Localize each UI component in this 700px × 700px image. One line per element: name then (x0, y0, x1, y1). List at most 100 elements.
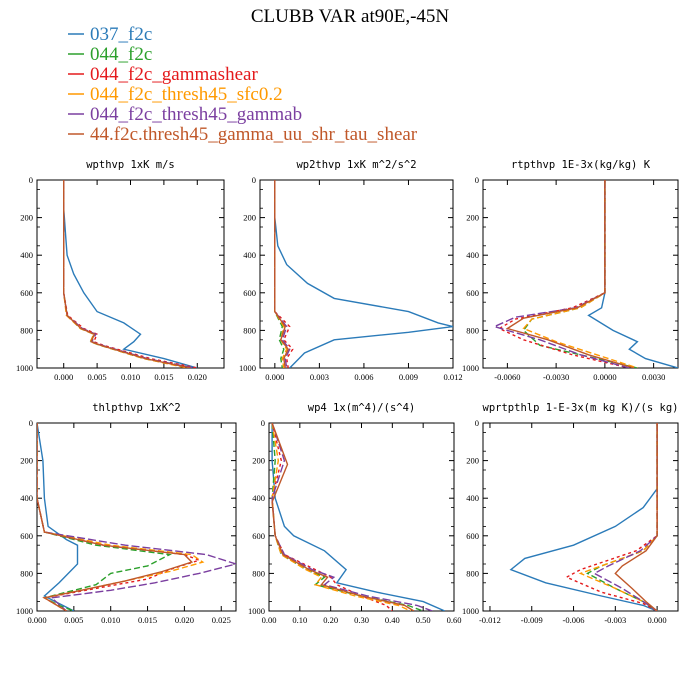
y-tick-label: 400 (20, 493, 33, 503)
series-group (37, 423, 236, 611)
x-tick-label: 0.0030 (642, 372, 665, 382)
y-tick-label: 200 (466, 213, 479, 223)
x-tick-label: -0.009 (521, 615, 543, 625)
series-line (63, 180, 195, 368)
y-tick-label: 400 (20, 250, 33, 260)
legend-label: 044_f2c (90, 44, 152, 65)
series-line (274, 180, 290, 368)
series-line (592, 423, 658, 611)
x-tick-label: -0.003 (604, 615, 626, 625)
x-tick-label: 0.40 (385, 615, 400, 625)
y-tick-label: 400 (466, 493, 479, 503)
series-line (492, 180, 630, 368)
legend-label: 037_f2c (90, 24, 152, 45)
y-tick-label: 600 (20, 288, 33, 298)
plot-frame (482, 422, 679, 612)
series-line (274, 180, 285, 368)
series-line (63, 180, 191, 368)
chart-panel: wpthvp 1xK m/s 0 200 400 600 800 1000 0.000 0.00… (16, 159, 225, 382)
x-tick-label: 0.0000 (593, 372, 616, 382)
series-line (63, 180, 191, 368)
x-tick-label: 0.012 (443, 372, 462, 382)
series-line (274, 180, 453, 368)
figure-title: CLUBB VAR at90E,-45N (251, 6, 450, 27)
x-tick-label: -0.0030 (543, 372, 569, 382)
series-group (271, 423, 446, 611)
series-line (271, 423, 424, 611)
y-tick-label: 800 (20, 568, 33, 578)
x-tick-label: 0.015 (154, 372, 173, 382)
y-tick-label: 800 (466, 325, 479, 335)
y-tick-label: 600 (20, 531, 33, 541)
x-tick-label: 0.000 (27, 615, 46, 625)
plot-frame (482, 179, 679, 369)
series-line (271, 423, 433, 611)
y-tick-label: 200 (466, 456, 479, 466)
legend: 037_f2c044_f2c044_f2c_gammashear044_f2c_… (68, 24, 418, 145)
y-tick-label: 200 (20, 456, 33, 466)
series-line (37, 423, 205, 611)
x-tick-label: 0.010 (121, 372, 140, 382)
y-tick-label: 600 (243, 288, 256, 298)
x-tick-label: 0.010 (101, 615, 120, 625)
y-tick-label: 200 (20, 213, 33, 223)
y-tick-label: 800 (466, 568, 479, 578)
panel-title: wpthvp 1xK m/s (86, 159, 175, 171)
x-tick-label: 0.000 (265, 372, 284, 382)
plot-frame (36, 179, 225, 369)
y-tick-label: 1000 (462, 606, 479, 616)
series-line (37, 423, 236, 611)
legend-item: 44.f2c.thresh45_gamma_uu_shr_tau_shear (68, 124, 418, 145)
series-line (63, 180, 188, 368)
y-tick-label: 0 (261, 418, 265, 428)
x-tick-label: 0.005 (88, 372, 107, 382)
series-group (274, 180, 453, 368)
legend-item: 044_f2c_thresh45_gammab (68, 104, 302, 125)
y-tick-label: 200 (243, 213, 256, 223)
legend-label: 44.f2c.thresh45_gamma_uu_shr_tau_shear (90, 124, 418, 145)
panel-title: wp4 1x(m^4)/(s^4) (308, 402, 415, 414)
x-tick-label: 0.000 (648, 615, 667, 625)
series-line (37, 423, 79, 611)
x-tick-label: -0.012 (479, 615, 501, 625)
series-line (63, 180, 198, 368)
y-tick-label: 800 (20, 325, 33, 335)
series-group (492, 180, 678, 368)
x-tick-label: 0.00 (262, 615, 277, 625)
series-group (63, 180, 198, 368)
plot-frame (259, 179, 454, 369)
y-tick-label: 1000 (16, 606, 33, 616)
y-tick-label: 400 (243, 250, 256, 260)
y-tick-label: 0 (29, 418, 33, 428)
legend-item: 044_f2c_thresh45_sfc0.2 (68, 84, 283, 105)
legend-label: 044_f2c_thresh45_gammab (90, 104, 302, 125)
panel-title: wp2thvp 1xK m^2/s^2 (296, 159, 416, 171)
y-tick-label: 800 (252, 568, 265, 578)
y-tick-label: 1000 (239, 363, 256, 373)
y-tick-label: 400 (466, 250, 479, 260)
legend-item: 037_f2c (68, 24, 152, 45)
y-tick-label: 0 (252, 175, 256, 185)
series-line (586, 423, 658, 611)
x-tick-label: 0.025 (212, 615, 231, 625)
plot-frame (268, 422, 455, 612)
x-tick-label: 0.20 (323, 615, 338, 625)
y-tick-label: 0 (29, 175, 33, 185)
x-tick-label: 0.005 (64, 615, 83, 625)
series-line (614, 423, 658, 611)
y-tick-label: 600 (466, 531, 479, 541)
y-tick-label: 400 (252, 493, 265, 503)
y-tick-label: 200 (252, 456, 265, 466)
y-tick-label: 600 (252, 531, 265, 541)
x-tick-label: 0.10 (292, 615, 307, 625)
plot-frame (36, 422, 237, 612)
x-tick-label: 0.30 (354, 615, 369, 625)
x-tick-label: 0.006 (354, 372, 373, 382)
y-tick-label: 0 (475, 175, 479, 185)
series-line (271, 423, 415, 611)
x-tick-label: 0.50 (416, 615, 431, 625)
legend-item: 044_f2c (68, 44, 152, 65)
